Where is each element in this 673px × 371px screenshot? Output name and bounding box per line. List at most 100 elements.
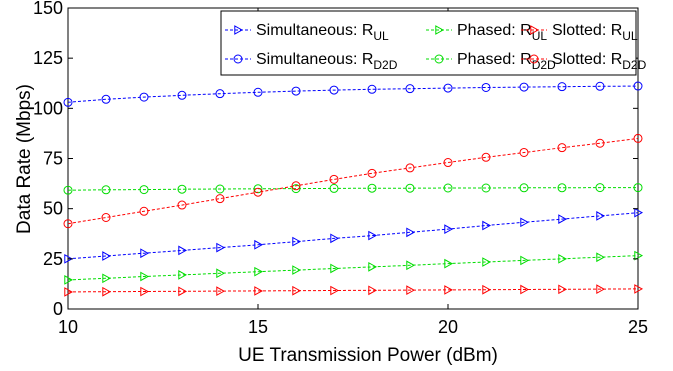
data-point [435,25,445,35]
data-point [482,257,492,267]
data-point [406,285,416,295]
data-point [368,262,378,272]
legend-label-sub: UL [532,29,548,43]
data-point [481,82,491,92]
legend-item: Simultaneous: RUL [225,22,389,43]
x-tick-label: 20 [438,317,458,337]
data-point [558,253,568,264]
data-point [178,245,188,256]
data-point [253,87,263,97]
data-point [520,255,530,266]
data-point [178,270,188,280]
data-point [634,207,644,218]
data-point [329,183,339,193]
legend-label-main: Simultaneous: R [256,51,373,68]
legend-label: Phased: RD2D [457,51,556,72]
data-point [292,265,302,275]
data-point [253,187,263,197]
legend-label-main: Simultaneous: R [256,22,373,39]
legend-label: Simultaneous: RUL [256,22,389,43]
legend-box [220,10,637,76]
data-point [558,214,568,224]
legend-item: Phased: RD2D [426,51,556,72]
y-tick-label: 150 [33,0,63,18]
legend-label: Phased: RUL [457,22,547,43]
data-point [405,163,415,173]
data-point [101,94,111,104]
data-point [595,138,605,148]
data-point [406,260,416,271]
y-tick-label: 75 [43,149,63,169]
data-point [443,83,453,93]
data-point [444,224,454,234]
legend-label-sub: UL [622,29,638,43]
data-point [482,220,492,231]
data-point [216,268,226,279]
data-point [216,286,226,296]
data-point [557,82,567,92]
data-point [102,251,112,261]
data-point [292,285,302,296]
data-point [519,147,529,157]
data-point [216,242,226,253]
data-point [330,263,340,274]
legend-label-main: Slotted: R [552,51,622,68]
data-point [520,217,530,228]
legend-label-sub: D2D [622,58,646,72]
data-point [140,248,150,259]
data-point [482,284,492,295]
x-tick-label: 15 [248,317,268,337]
data-point [329,174,339,184]
data-point [64,253,74,264]
data-point [233,54,243,64]
data-point [63,185,73,195]
data-point [634,250,644,261]
data-point [633,183,643,193]
series-layer [63,81,644,297]
legend-label-sub: D2D [373,58,397,72]
data-point [595,81,605,91]
data-point [330,285,340,296]
data-point [557,183,567,193]
legend-label-sub: D2D [532,58,556,72]
data-point [444,258,454,269]
data-point [215,184,225,194]
data-point [178,286,188,297]
y-tick-label: 50 [43,199,63,219]
data-point [177,184,187,194]
data-point [177,200,187,210]
legend-item: Phased: RUL [426,22,547,43]
legend-item: Slotted: RD2D [521,51,647,72]
data-point [139,185,149,195]
series [64,207,644,264]
series [63,81,643,107]
legend-label-main: Phased: R [457,51,532,68]
legend: Simultaneous: RUL Phased: RUL Slotted: RUL… [220,10,647,76]
legend-item: Slotted: RUL [521,22,638,43]
legend-item: Simultaneous: RD2D [225,51,398,72]
data-point [367,183,377,193]
legend-label-main: Slotted: R [552,22,622,39]
series-line [67,85,639,103]
data-point [368,230,378,241]
y-tick-label: 100 [33,98,63,118]
data-point [330,233,340,244]
data-point [102,286,112,297]
data-point [139,92,149,102]
data-point [633,133,643,143]
data-point [519,183,529,193]
y-axis-label: Data Rate (Mbps) [14,84,35,234]
data-point [139,206,149,216]
data-point [140,286,150,297]
data-point [443,183,453,193]
y-tick-label: 125 [33,48,63,68]
data-point [596,284,606,294]
series-line [67,288,639,293]
data-point [443,158,453,168]
legend-label-sub: UL [373,29,389,43]
data-point [102,273,112,284]
data-point [481,183,491,193]
data-point [633,81,643,91]
data-point [368,285,378,296]
